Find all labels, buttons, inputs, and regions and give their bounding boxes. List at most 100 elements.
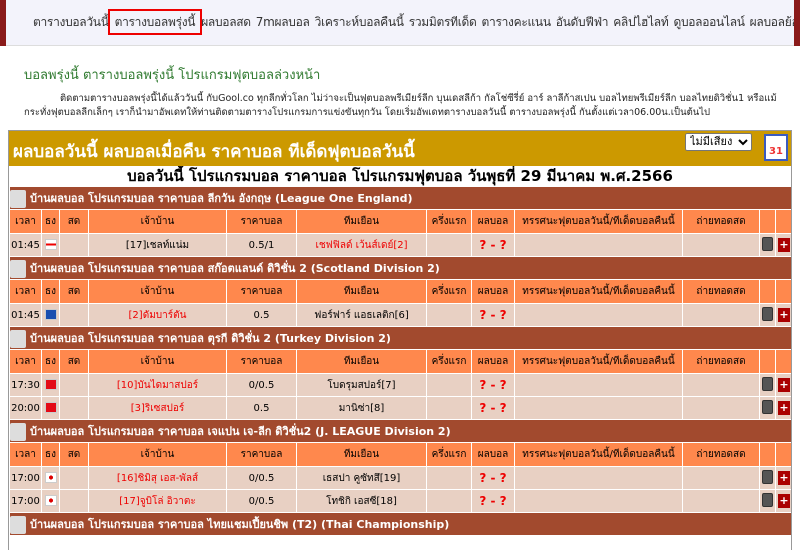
- away-team[interactable]: โบดรุมสปอร์[7]: [297, 374, 426, 396]
- column-header: สด: [60, 443, 88, 466]
- turkey-flag-icon: [44, 402, 57, 414]
- score: ? - ?: [479, 471, 507, 485]
- nav-link[interactable]: ดูบอลออนไลน์: [673, 15, 745, 29]
- away-team[interactable]: โทชิกิ เอสซี[18]: [297, 490, 426, 512]
- plus-icon[interactable]: +: [778, 401, 790, 415]
- stats-cell[interactable]: [760, 490, 775, 512]
- home-team[interactable]: [3]ริเซสปอร์: [89, 397, 226, 419]
- sound-select[interactable]: ไม่มีเสียง: [685, 133, 752, 151]
- column-header: ผลบอล: [472, 443, 514, 466]
- plus-icon[interactable]: +: [778, 494, 790, 508]
- half-time: [427, 374, 471, 396]
- league-title[interactable]: บ้านผลบอล โปรแกรมบอล ราคาบอล สก๊อตแลนด์ …: [10, 257, 791, 279]
- column-header: ครึ่งแรก: [427, 350, 471, 373]
- score: ? - ?: [479, 378, 507, 392]
- add-cell[interactable]: +: [776, 490, 791, 512]
- league-name: บ้านผลบอล โปรแกรมบอล ราคาบอล ตุรกี ดิวิช…: [30, 331, 391, 345]
- odds: 0.5: [227, 397, 296, 419]
- add-cell[interactable]: +: [776, 374, 791, 396]
- nav-link[interactable]: 7mผลบอล: [255, 15, 310, 29]
- home-team[interactable]: [10]บันไดมาสปอร์: [89, 374, 226, 396]
- league-logo-icon: [10, 515, 26, 534]
- nav-link[interactable]: ตารางคะแนน: [481, 15, 552, 29]
- add-cell[interactable]: +: [776, 304, 791, 326]
- league-name: บ้านผลบอล โปรแกรมบอล ราคาบอล ไทยแชมเปี้ย…: [30, 517, 450, 531]
- league-bar: บ้านผลบอล โปรแกรมบอล ราคาบอล ตุรกี ดิวิช…: [10, 327, 791, 349]
- plus-icon[interactable]: +: [778, 238, 790, 252]
- flag-cell: [42, 234, 59, 256]
- column-header: [776, 443, 791, 466]
- column-header: เจ้าบ้าน: [89, 443, 226, 466]
- league-title[interactable]: บ้านผลบอล โปรแกรมบอล ราคาบอล เจแปน เจ-ลี…: [10, 420, 791, 442]
- home-team[interactable]: [16]ชิมิสุ เอส-พัลส์: [89, 467, 226, 489]
- plus-icon[interactable]: +: [778, 378, 790, 392]
- nav-link[interactable]: ตารางบอลวันนี้: [33, 15, 109, 29]
- column-header: ราคาบอล: [227, 350, 296, 373]
- stats-icon[interactable]: [762, 236, 773, 251]
- stats-icon[interactable]: [762, 399, 773, 414]
- home-team[interactable]: [17]จูบิโล่ อิวาตะ: [89, 490, 226, 512]
- league-title[interactable]: บ้านผลบอล โปรแกรมบอล ราคาบอล ไทยแชมเปี้ย…: [10, 513, 791, 535]
- column-header: เวลา: [10, 350, 41, 373]
- home-team[interactable]: [17]เชลท์แน่ม: [89, 234, 226, 256]
- japan-flag-icon: [44, 472, 57, 484]
- stats-cell[interactable]: [760, 374, 775, 396]
- page-heading: บอลพรุ่งนี้ ตารางบอลพรุ่งนี้ โปรแกรมฟุตบ…: [24, 68, 321, 83]
- add-cell[interactable]: +: [776, 234, 791, 256]
- column-header: เจ้าบ้าน: [89, 280, 226, 303]
- half-time: [427, 397, 471, 419]
- nav-link[interactable]: รวมมิตรทีเด็ด: [408, 15, 477, 29]
- plus-icon[interactable]: +: [778, 471, 790, 485]
- turkey-flag-icon: [44, 379, 57, 391]
- nav-link[interactable]: คลิปไฮไลท์: [613, 15, 669, 29]
- column-header: [760, 443, 775, 466]
- league-title[interactable]: บ้านผลบอล โปรแกรมบอล ราคาบอล ตุรกี ดิวิช…: [10, 327, 791, 349]
- flag-cell: [42, 490, 59, 512]
- score: ? - ?: [479, 238, 507, 252]
- live-cell: [60, 467, 88, 489]
- column-header: สด: [60, 210, 88, 233]
- nav-link[interactable]: ผลบอลย้อนหลัง: [749, 15, 800, 29]
- column-header: ธง: [42, 210, 59, 233]
- plus-icon[interactable]: +: [778, 308, 790, 322]
- stats-cell[interactable]: [760, 397, 775, 419]
- away-team[interactable]: เชฟฟิลด์ เว้นส์เดย์[2]: [297, 234, 426, 256]
- away-team[interactable]: เธสปา คูซัทสึ[19]: [297, 467, 426, 489]
- column-header: ทรรศนะฟุตบอลวันนี้/ทีเด็ดบอลคืนนี้: [515, 210, 682, 233]
- stats-icon[interactable]: [762, 469, 773, 484]
- add-cell[interactable]: +: [776, 397, 791, 419]
- stats-cell[interactable]: [760, 467, 775, 489]
- analysis: [515, 467, 682, 489]
- nav-link[interactable]: ผลบอลสด: [201, 15, 251, 29]
- league-name: บ้านผลบอล โปรแกรมบอล ราคาบอล สก๊อตแลนด์ …: [30, 261, 440, 275]
- odds: 0.5: [227, 304, 296, 326]
- live-tv: [683, 234, 759, 256]
- stats-cell[interactable]: [760, 304, 775, 326]
- stats-cell[interactable]: [760, 234, 775, 256]
- stats-icon[interactable]: [762, 492, 773, 507]
- japan-flag-icon: [44, 495, 57, 507]
- column-header: สด: [60, 350, 88, 373]
- nav-link[interactable]: วิเคราะห์บอลคืนนี้: [314, 15, 404, 29]
- odds: 0/0.5: [227, 467, 296, 489]
- nav-link[interactable]: ตารางบอลพรุ่งนี้: [107, 9, 203, 35]
- calendar-icon[interactable]: 31: [764, 134, 788, 161]
- nav-link[interactable]: อันดับฟีฟ่า: [555, 15, 609, 29]
- league-title[interactable]: บ้านผลบอล โปรแกรมบอล ราคาบอล ลีกวัน อังก…: [10, 187, 791, 209]
- column-header-row: เวลา ธง สด เจ้าบ้าน ราคาบอล ทีมเยือน ครึ่งแรกผ…: [10, 350, 791, 373]
- stats-icon[interactable]: [762, 306, 773, 321]
- league-logo-icon: [10, 329, 26, 348]
- live-cell: [60, 374, 88, 396]
- match-row: 17:00 [17]จูบิโล่ อิวาตะ 0/0.5 โทชิกิ เอสซี…: [10, 490, 791, 512]
- home-team[interactable]: [2]ดัมบาร์ตัน: [89, 304, 226, 326]
- score-cell: ? - ?: [472, 374, 514, 396]
- away-team[interactable]: มานิซ่า[8]: [297, 397, 426, 419]
- column-header: ทรรศนะฟุตบอลวันนี้/ทีเด็ดบอลคืนนี้: [515, 443, 682, 466]
- column-header: [776, 210, 791, 233]
- away-team[interactable]: ฟอร์ฟาร์ แอธเลติก[6]: [297, 304, 426, 326]
- score-cell: ? - ?: [472, 304, 514, 326]
- stats-icon[interactable]: [762, 376, 773, 391]
- add-cell[interactable]: +: [776, 467, 791, 489]
- half-time: [427, 467, 471, 489]
- odds: 0.5/1: [227, 234, 296, 256]
